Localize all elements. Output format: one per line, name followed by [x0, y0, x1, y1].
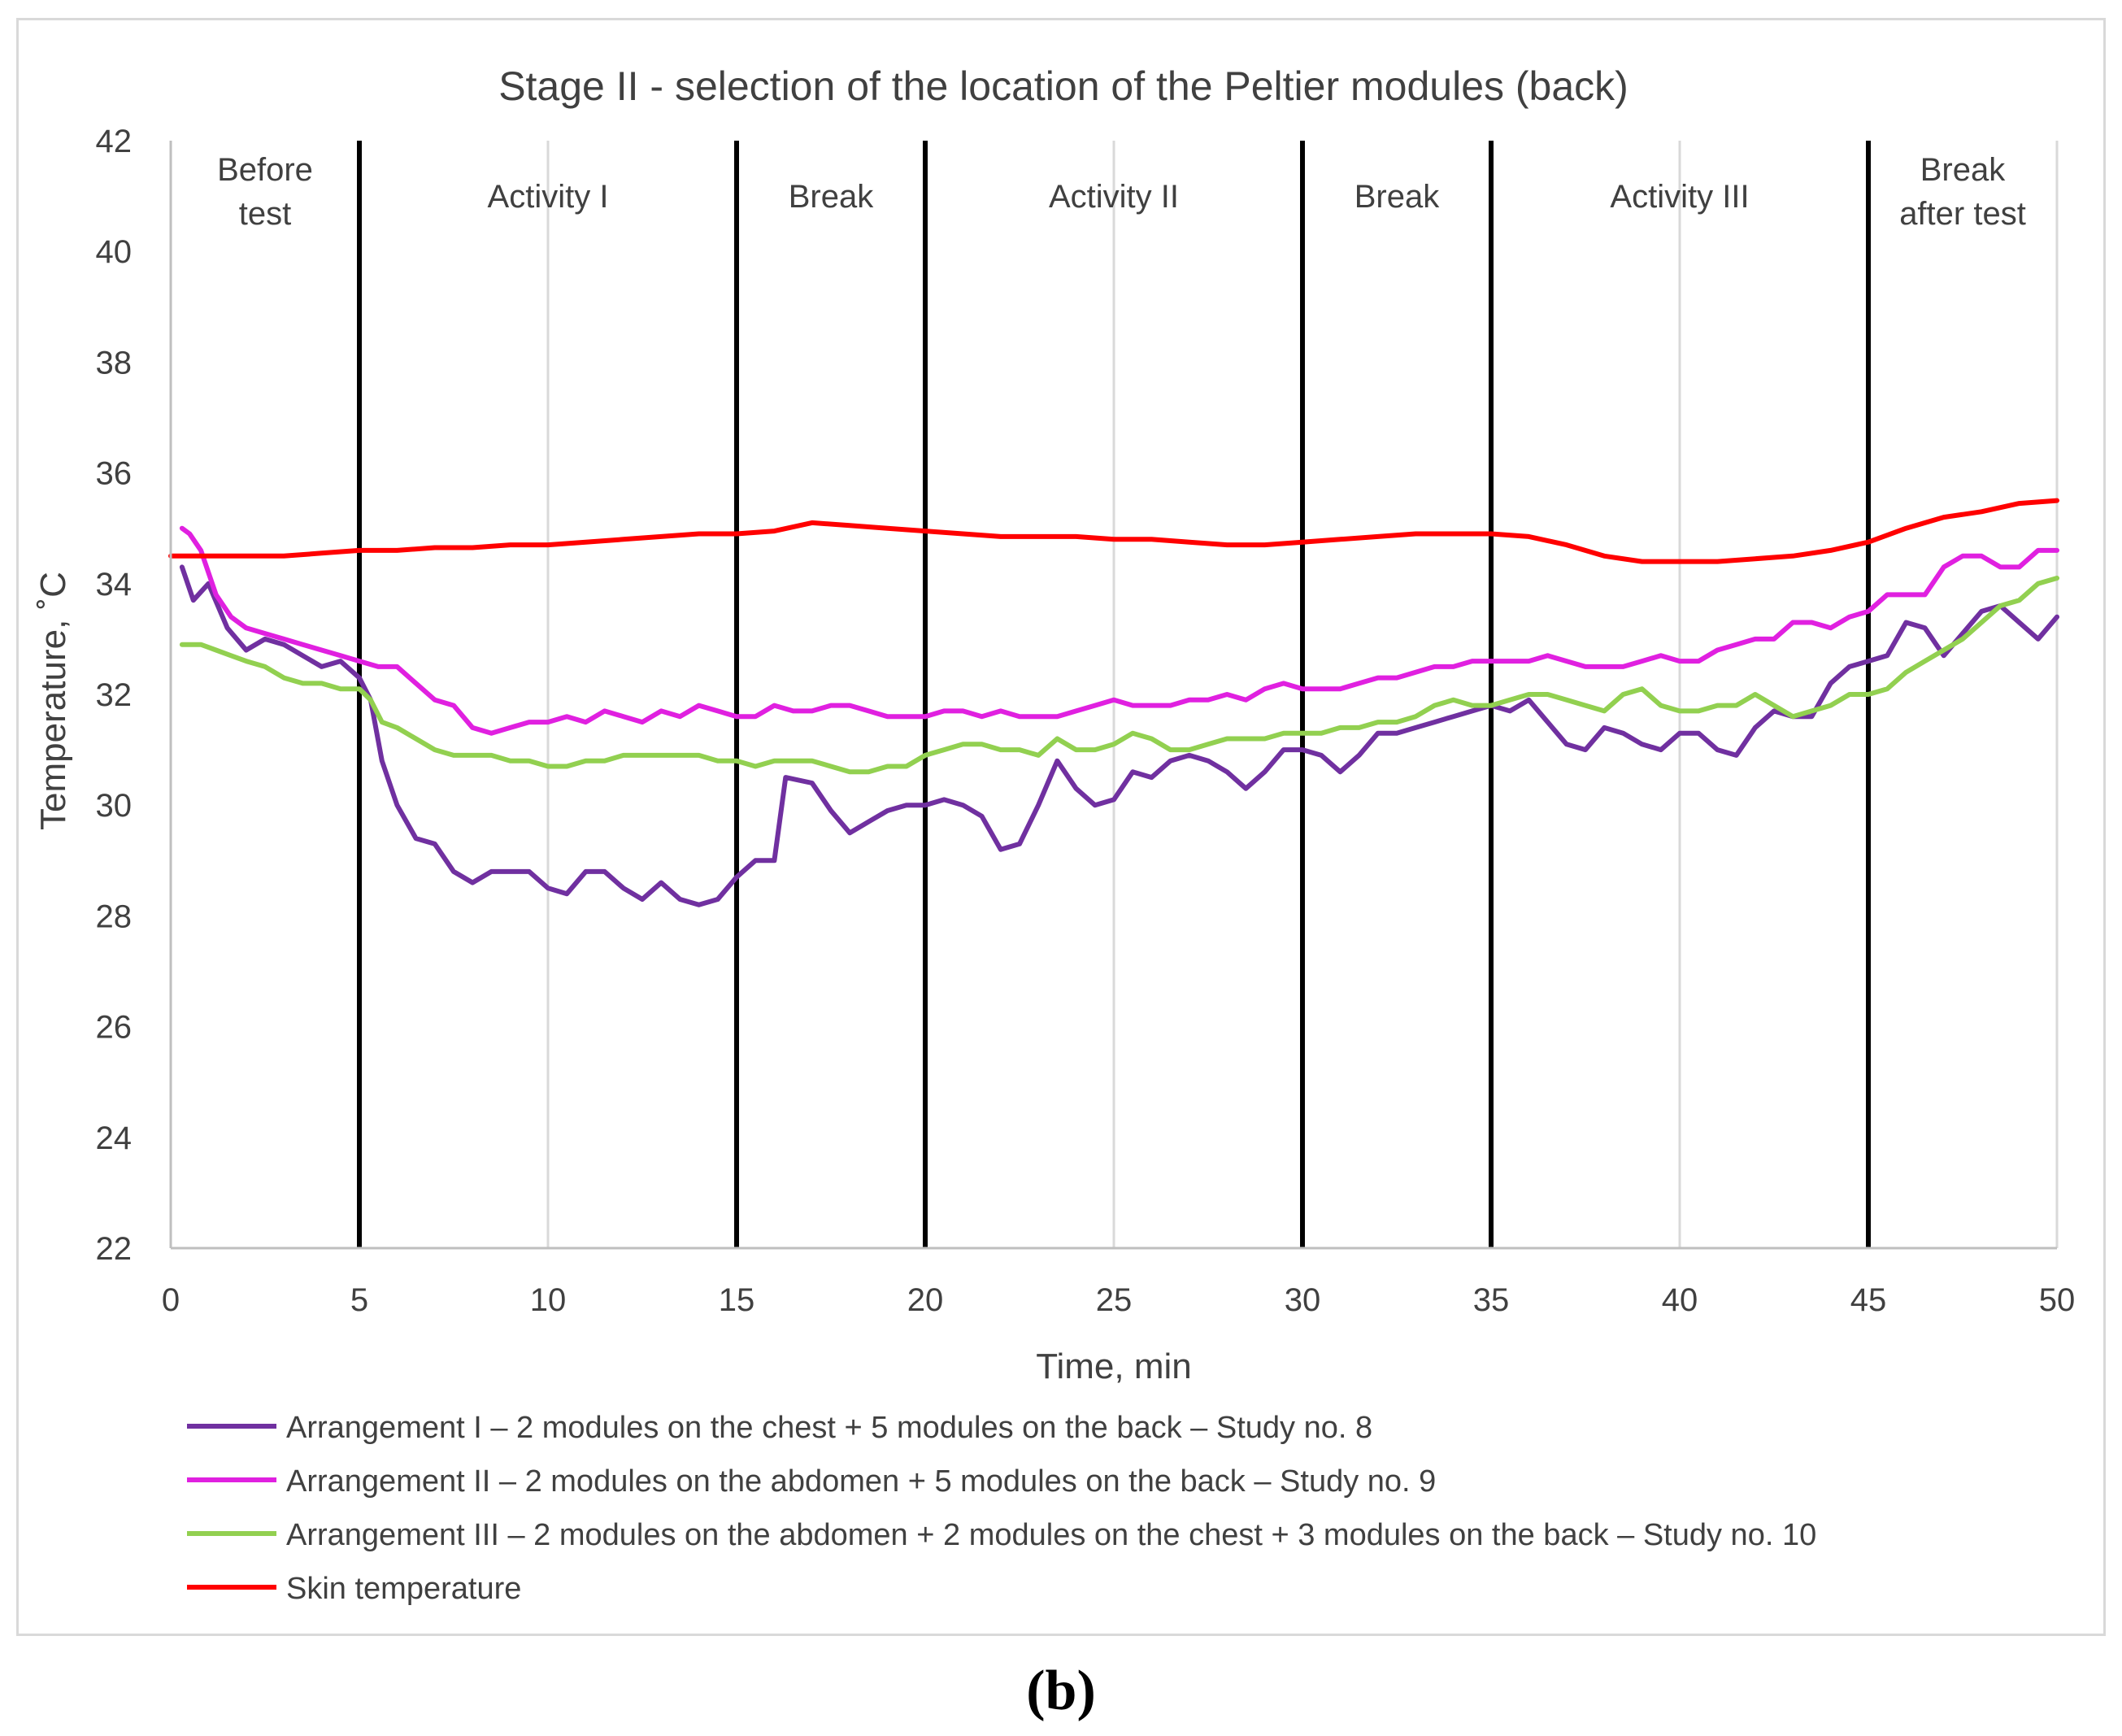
y-tick-label-24: 24 [96, 1120, 133, 1156]
x-tick-label-15: 15 [719, 1282, 755, 1318]
x-tick-label-45: 45 [1850, 1282, 1887, 1318]
y-tick-label-40: 40 [96, 234, 133, 270]
y-tick-label-28: 28 [96, 898, 133, 934]
y-tick-label-26: 26 [96, 1010, 133, 1046]
x-tick-label-25: 25 [1096, 1282, 1133, 1318]
x-tick-label-40: 40 [1662, 1282, 1698, 1318]
x-tick-label-10: 10 [530, 1282, 567, 1318]
x-axis-title: Time, min [1036, 1347, 1192, 1386]
chart: Stage II - selection of the location of … [33, 63, 2076, 1606]
x-tick-label-30: 30 [1285, 1282, 1321, 1318]
legend-label-1: Arrangement I – 2 modules on the chest +… [286, 1411, 1372, 1445]
series-line-2 [179, 525, 2059, 736]
phase-label-4: Activity II [1049, 179, 1179, 215]
y-tick-label-36: 36 [96, 456, 133, 492]
chart-title: Stage II - selection of the location of … [498, 63, 1628, 109]
x-tick-label-35: 35 [1473, 1282, 1510, 1318]
phase-labels: Before test Activity I Break Activity II Brea… [217, 152, 2026, 232]
series-line-1 [179, 564, 2059, 907]
y-tick-label-42: 42 [96, 124, 133, 159]
phase-label-5: Break [1355, 179, 1440, 215]
y-tick-label-30: 30 [96, 788, 133, 824]
phase-label-6: Activity III [1610, 179, 1749, 215]
tick-labels: 0 5 10 15 20 25 30 35 40 45 50 22 24 26 28 30 32 34 36 38 40… [96, 124, 2076, 1318]
axes [169, 141, 2057, 1250]
legend: Arrangement I – 2 modules on the chest +… [187, 1411, 1816, 1606]
phase-label-2: Activity I [488, 179, 609, 215]
legend-label-3: Arrangement III – 2 modules on the abdom… [286, 1518, 1816, 1552]
figure-caption: (b) [1026, 1660, 1096, 1722]
series-lines [168, 498, 2059, 907]
y-tick-label-34: 34 [96, 567, 133, 603]
x-tick-label-5: 5 [350, 1282, 368, 1318]
legend-label-2: Arrangement II – 2 modules on the abdome… [286, 1464, 1436, 1499]
x-tick-label-50: 50 [2039, 1282, 2076, 1318]
chart-frame [16, 18, 2106, 1636]
phase-label-7: Break after test [1899, 152, 2026, 232]
y-tick-label-32: 32 [96, 677, 133, 713]
phase-label-3: Break [789, 179, 874, 215]
x-tick-label-0: 0 [162, 1282, 180, 1318]
y-tick-label-38: 38 [96, 345, 133, 381]
y-axis-title: Temperature, ˚C [33, 572, 73, 830]
phase-label-1: Before test [217, 152, 313, 232]
series-line-3 [179, 576, 2059, 775]
series-line-4 [168, 498, 2059, 564]
y-tick-label-22: 22 [96, 1231, 133, 1267]
legend-label-4: Skin temperature [286, 1572, 521, 1606]
x-tick-label-20: 20 [907, 1282, 944, 1318]
phase-dividers [357, 141, 1871, 1248]
grid-lines [358, 141, 2059, 1248]
